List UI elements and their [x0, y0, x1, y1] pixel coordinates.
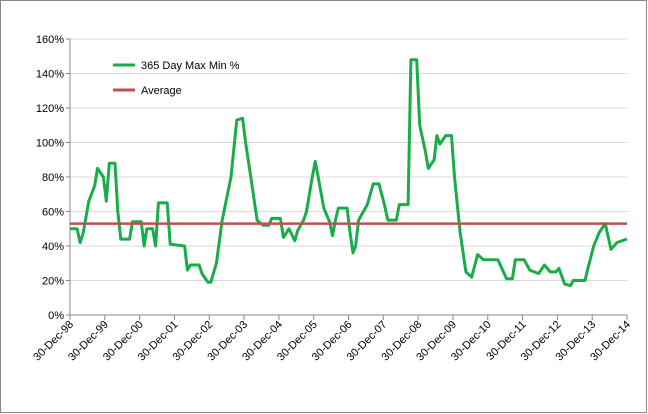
- y-tick-label: 100%: [36, 138, 64, 150]
- y-tick-label: 40%: [42, 241, 64, 253]
- y-tick-label: 0%: [48, 310, 64, 322]
- y-tick-label: 80%: [42, 172, 64, 184]
- legend-label: 365 Day Max Min %: [141, 60, 240, 72]
- series-line: [70, 58, 628, 288]
- y-tick-label: 120%: [36, 103, 64, 115]
- y-tick-label: 20%: [42, 276, 64, 288]
- y-tick-label: 140%: [36, 69, 64, 81]
- legend-label: Average: [141, 85, 182, 97]
- y-tick-label: 160%: [36, 34, 64, 46]
- y-tick-label: 60%: [42, 207, 64, 219]
